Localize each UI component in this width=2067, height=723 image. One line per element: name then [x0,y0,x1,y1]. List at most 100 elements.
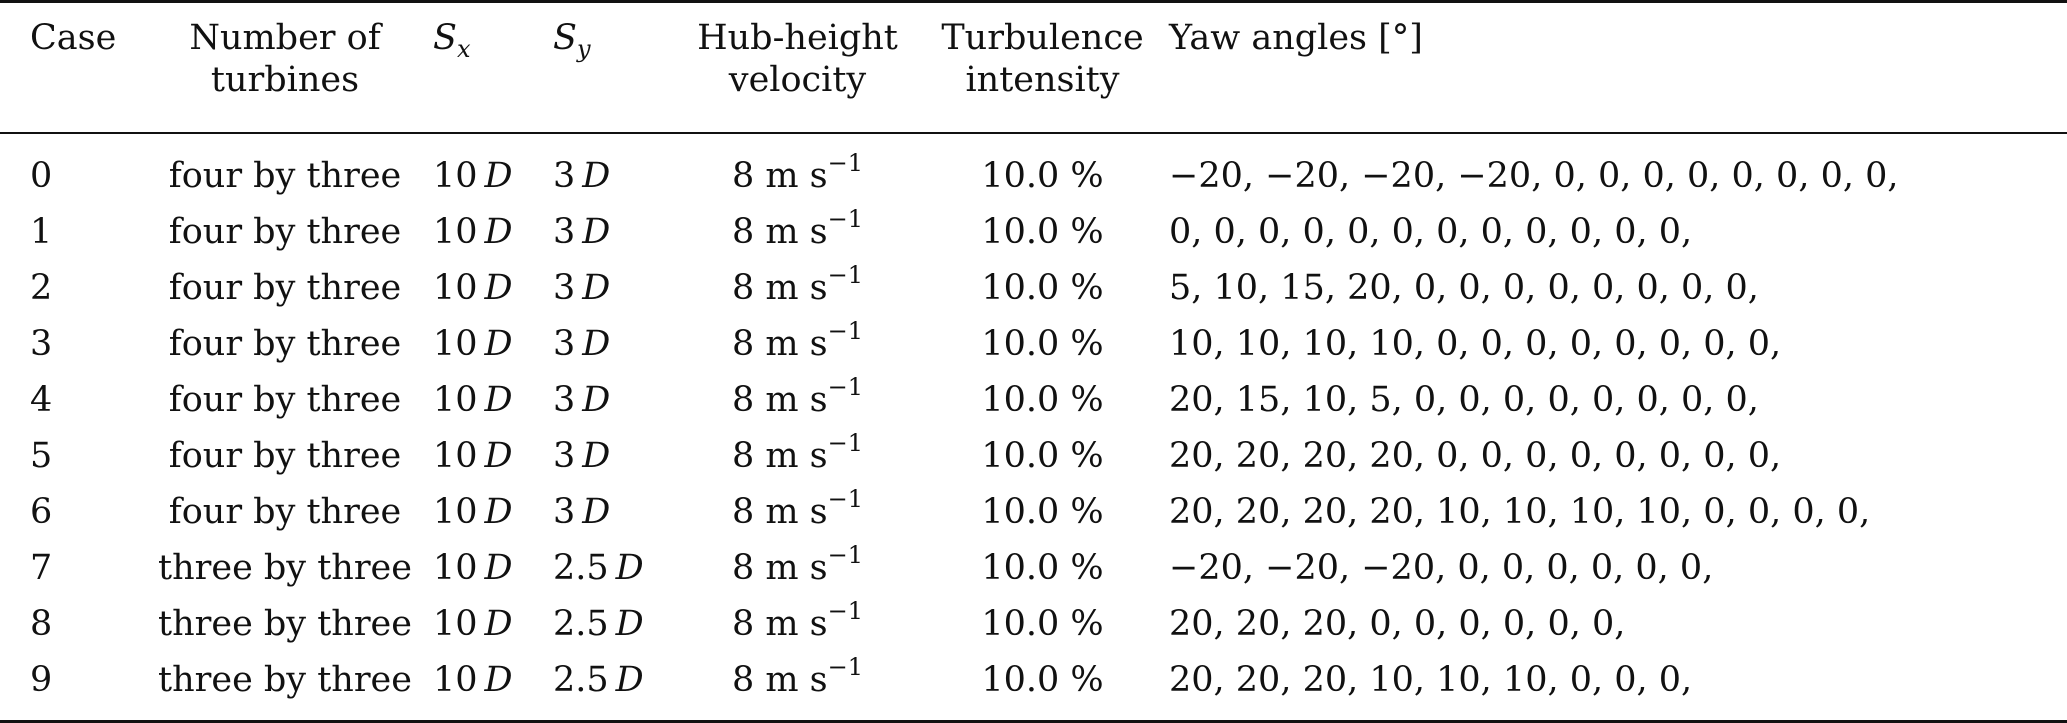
header-rule [0,132,2067,134]
cell-turbulence-intensity: 10.0 % [981,380,1104,420]
header-number-line1: Number of [189,18,381,58]
cell-sy: 2.5 D [553,548,644,588]
header-number-of-turbines: Number of turbines [145,0,425,133]
cell-hub-height-velocity: 8 m s−1 [731,653,864,700]
cases-table: Case Number of turbines Sx Sy Hub-heigh [0,0,2067,708]
cell-yaw-angles: 20, 20, 20, 10, 10, 10, 0, 0, 0, [1169,660,1693,700]
cell-number-of-turbines: four by three [168,380,402,420]
cell-number-of-turbines: four by three [168,436,402,476]
cell-sy: 2.5 D [553,604,644,644]
cell-yaw-angles: 10, 10, 10, 10, 0, 0, 0, 0, 0, 0, 0, 0, [1169,324,1782,364]
cell-number-of-turbines: four by three [168,492,402,532]
cell-sy: 3 D [553,380,611,420]
cell-turbulence-intensity: 10.0 % [981,324,1104,364]
table-row: 7 three by three 10 D 2.5 D 8 m s−1 10.0 % −20… [0,540,2067,596]
cell-yaw-angles: 20, 20, 20, 20, 10, 10, 10, 10, 0, 0, 0,… [1169,492,1871,532]
header-sx: Sx [433,18,471,63]
cell-turbulence-intensity: 10.0 % [981,492,1104,532]
cell-case: 3 [30,324,53,364]
cell-hub-height-velocity: 8 m s−1 [731,597,864,644]
cell-hub-height-velocity: 8 m s−1 [731,541,864,588]
cell-hub-height-velocity: 8 m s−1 [731,485,864,532]
cell-sy: 3 D [553,436,611,476]
cell-number-of-turbines: three by three [158,660,412,700]
cell-sx: 10 D [433,268,513,308]
header-turbulence-line2: intensity [965,60,1120,100]
cell-number-of-turbines: three by three [158,604,412,644]
cell-yaw-angles: 20, 20, 20, 0, 0, 0, 0, 0, 0, [1169,604,1626,644]
cell-yaw-angles: −20, −20, −20, −20, 0, 0, 0, 0, 0, 0, 0,… [1169,156,1899,196]
table-row: 9 three by three 10 D 2.5 D 8 m s−1 10.0 % 20,… [0,652,2067,708]
cell-sy: 3 D [553,268,611,308]
cell-number-of-turbines: three by three [158,548,412,588]
cell-turbulence-intensity: 10.0 % [981,548,1104,588]
table-row: 0 four by three 10 D 3 D 8 m s−1 10.0 % −20, −… [0,133,2067,204]
cell-case: 1 [30,212,53,252]
cell-case: 2 [30,268,53,308]
cell-sx: 10 D [433,492,513,532]
header-yaw-angles: Yaw angles [°] [1169,18,1423,58]
header-sy: Sy [553,18,591,63]
cell-turbulence-intensity: 10.0 % [981,156,1104,196]
table-row: 1 four by three 10 D 3 D 8 m s−1 10.0 % 0, 0, … [0,204,2067,260]
cell-case: 4 [30,380,53,420]
header-case: Case [30,18,117,58]
cell-turbulence-intensity: 10.0 % [981,660,1104,700]
cell-number-of-turbines: four by three [168,156,402,196]
cell-number-of-turbines: four by three [168,324,402,364]
cell-yaw-angles: −20, −20, −20, 0, 0, 0, 0, 0, 0, [1169,548,1714,588]
cell-yaw-angles: 0, 0, 0, 0, 0, 0, 0, 0, 0, 0, 0, 0, [1169,212,1693,252]
cell-sx: 10 D [433,380,513,420]
cell-sy: 2.5 D [553,660,644,700]
cell-sx: 10 D [433,212,513,252]
cell-sx: 10 D [433,604,513,644]
table-row: 2 four by three 10 D 3 D 8 m s−1 10.0 % 5, 10,… [0,260,2067,316]
cell-sx: 10 D [433,436,513,476]
table-row: 3 four by three 10 D 3 D 8 m s−1 10.0 % 10, 10… [0,316,2067,372]
table-row: 5 four by three 10 D 3 D 8 m s−1 10.0 % 20, 20… [0,428,2067,484]
cell-case: 8 [30,604,53,644]
cell-hub-height-velocity: 8 m s−1 [731,149,864,196]
cell-sy: 3 D [553,212,611,252]
top-rule [0,0,2067,3]
cell-number-of-turbines: four by three [168,268,402,308]
header-row: Case Number of turbines Sx Sy Hub-heigh [0,0,2067,133]
cell-turbulence-intensity: 10.0 % [981,212,1104,252]
cell-turbulence-intensity: 10.0 % [981,436,1104,476]
header-turbulence-line1: Turbulence [941,18,1144,58]
header-number-line2: turbines [210,60,360,100]
cell-hub-height-velocity: 8 m s−1 [731,317,864,364]
cell-turbulence-intensity: 10.0 % [981,268,1104,308]
cell-hub-height-velocity: 8 m s−1 [731,205,864,252]
cell-case: 7 [30,548,53,588]
header-turbulence-intensity: Turbulence intensity [920,0,1165,133]
cell-yaw-angles: 20, 15, 10, 5, 0, 0, 0, 0, 0, 0, 0, 0, [1169,380,1759,420]
cell-case: 9 [30,660,53,700]
cell-turbulence-intensity: 10.0 % [981,604,1104,644]
cell-hub-height-velocity: 8 m s−1 [731,261,864,308]
cell-case: 0 [30,156,53,196]
table-body: 0 four by three 10 D 3 D 8 m s−1 10.0 % −20, −… [0,133,2067,708]
cell-sy: 3 D [553,324,611,364]
cell-yaw-angles: 20, 20, 20, 20, 0, 0, 0, 0, 0, 0, 0, 0, [1169,436,1782,476]
cell-hub-height-velocity: 8 m s−1 [731,429,864,476]
table-row: 6 four by three 10 D 3 D 8 m s−1 10.0 % 20, 20… [0,484,2067,540]
cell-sy: 3 D [553,156,611,196]
bottom-rule [0,720,2067,723]
cell-sx: 10 D [433,548,513,588]
table-row: 8 three by three 10 D 2.5 D 8 m s−1 10.0 % 20,… [0,596,2067,652]
header-velocity-line2: velocity [728,60,867,100]
cell-number-of-turbines: four by three [168,212,402,252]
cell-hub-height-velocity: 8 m s−1 [731,373,864,420]
cell-sy: 3 D [553,492,611,532]
cell-case: 5 [30,436,53,476]
cell-case: 6 [30,492,53,532]
header-velocity-line1: Hub-height [697,18,898,58]
cell-sx: 10 D [433,660,513,700]
table-header: Case Number of turbines Sx Sy Hub-heigh [0,0,2067,133]
header-hub-height-velocity: Hub-height velocity [675,0,920,133]
cell-yaw-angles: 5, 10, 15, 20, 0, 0, 0, 0, 0, 0, 0, 0, [1169,268,1759,308]
table-row: 4 four by three 10 D 3 D 8 m s−1 10.0 % 20, 15… [0,372,2067,428]
cell-sx: 10 D [433,324,513,364]
